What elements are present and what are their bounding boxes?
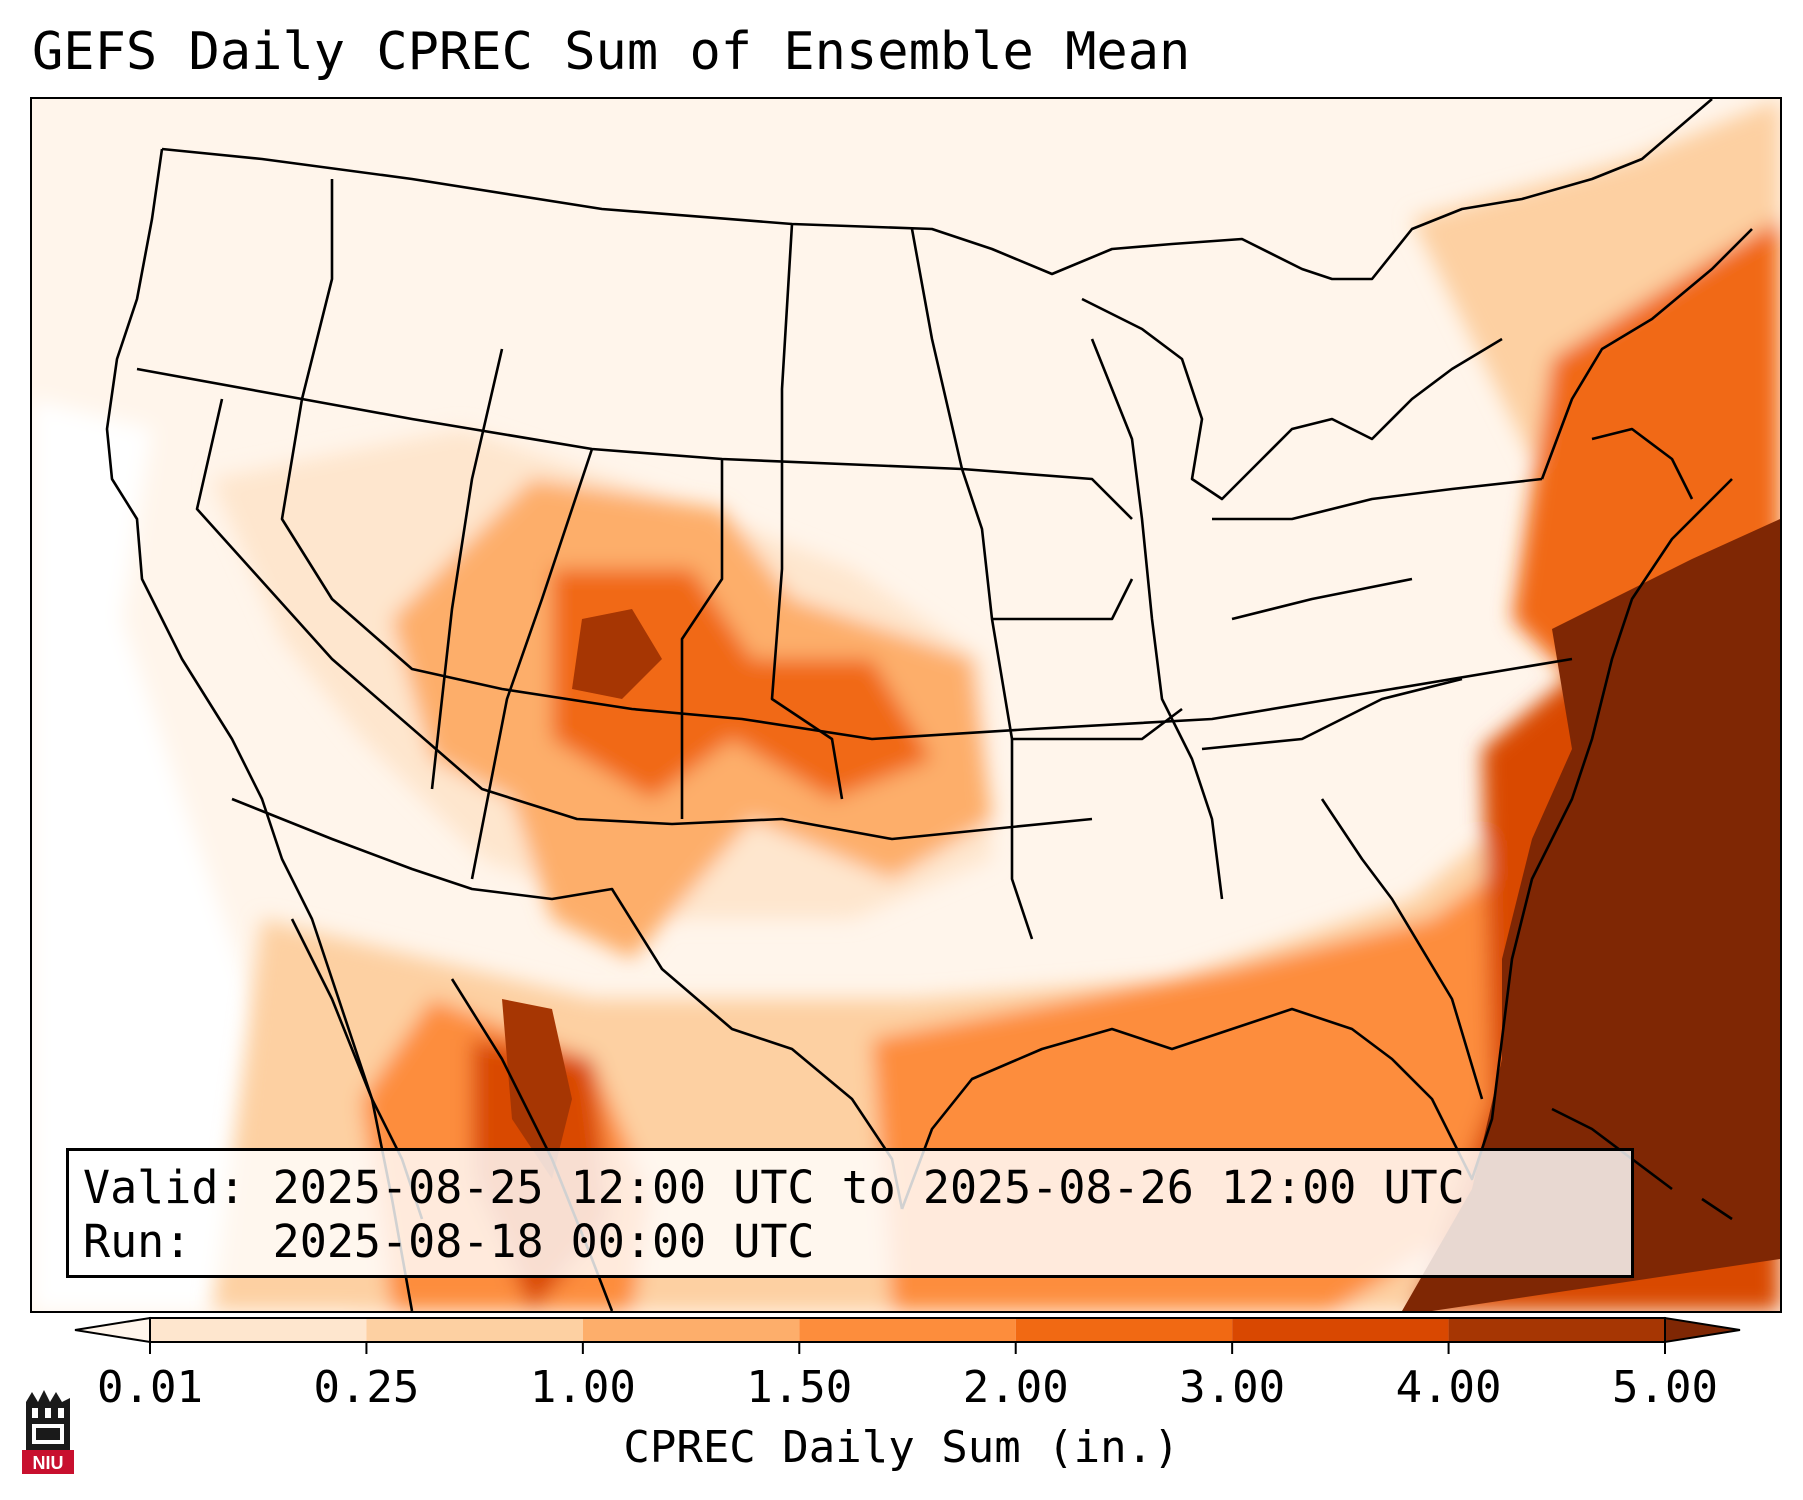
west-coast (105, 148, 424, 1220)
colorbar-segments (74, 1316, 1741, 1344)
mexico-border (231, 797, 904, 1210)
niu-logo-text: NIU (33, 1453, 64, 1473)
colorbar-tick-label: 4.00 (1395, 1362, 1502, 1413)
colorbar-extend-low (74, 1316, 151, 1344)
colorbar-tick-label: 2.00 (962, 1362, 1069, 1413)
colorbar-segment (150, 1318, 367, 1342)
colorbar-segment (1448, 1318, 1665, 1342)
colorbar-segment (1232, 1318, 1449, 1342)
map-borders (105, 99, 1753, 1311)
colorbar (74, 1316, 1741, 1354)
niu-building-logo-icon: NIU (22, 1390, 74, 1474)
colorbar-outline (149, 1317, 1666, 1343)
colorbar-segment (799, 1318, 1016, 1342)
colorbar-label: CPREC Daily Sum (in.) (623, 1422, 1180, 1473)
valid-line: Valid: 2025-08-25 12:00 UTC to 2025-08-2… (83, 1161, 1617, 1215)
colorbar-segment (1015, 1318, 1233, 1342)
run-line: Run: 2025-08-18 00:00 UTC (83, 1215, 1617, 1269)
state-border-west-1 (136, 367, 963, 471)
colorbar-segment (366, 1318, 583, 1342)
map-frame (30, 97, 1782, 1313)
state-border-central (430, 223, 844, 880)
precip-region-max-atlantic (1402, 519, 1780, 1311)
valid-info-box: Valid: 2025-08-25 12:00 UTC to 2025-08-2… (66, 1148, 1634, 1278)
colorbar-tick-label: 1.00 (529, 1362, 636, 1413)
valid-label: Valid: (83, 1161, 246, 1214)
state-border-plains (910, 228, 1183, 940)
state-border-east (1090, 338, 1543, 1100)
precip-region-max-colorado-core (572, 609, 662, 699)
precip-region-strong-colorado (552, 569, 932, 799)
colorbar-tick-label: 0.25 (313, 1362, 420, 1413)
page-title: GEFS Daily CPREC Sum of Ensemble Mean (32, 22, 1191, 82)
precip-region-max-mexico-core (502, 999, 572, 1179)
great-lakes (1081, 297, 1503, 501)
valid-value: 2025-08-25 12:00 UTC to 2025-08-26 12:00… (272, 1161, 1465, 1214)
colorbar-tick-label: 0.01 (97, 1362, 203, 1413)
us-canada-border (161, 99, 1713, 281)
precip-map (32, 99, 1780, 1311)
colorbar-tick-label: 3.00 (1179, 1362, 1286, 1413)
colorbar-extend-high (1664, 1316, 1741, 1344)
run-value: 2025-08-18 00:00 UTC (272, 1215, 815, 1268)
state-border-mountain (280, 179, 1573, 741)
colorbar-segment (582, 1318, 800, 1342)
colorbar-tick-label: 5.00 (1612, 1362, 1718, 1413)
colorbar-ticks (149, 1342, 1666, 1354)
new-england (1540, 228, 1753, 500)
run-label: Run: (83, 1215, 192, 1268)
colorbar-tick-label: 1.50 (746, 1362, 853, 1413)
state-border-west-2 (195, 398, 1093, 841)
caribbean-islands (1551, 1107, 1733, 1221)
